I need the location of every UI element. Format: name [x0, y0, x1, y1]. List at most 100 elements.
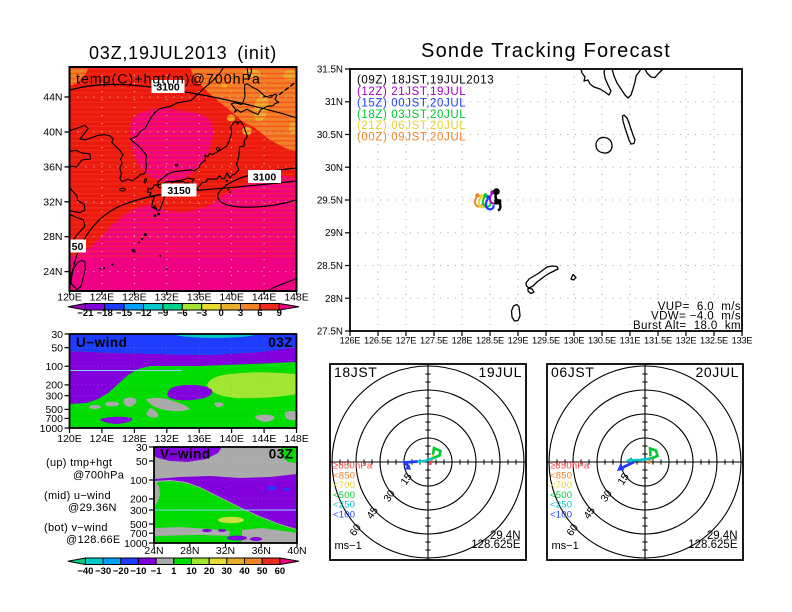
svg-text:130E: 130E — [564, 336, 585, 346]
svg-text:30: 30 — [51, 329, 63, 341]
svg-text:29.5N: 29.5N — [317, 196, 343, 207]
svg-text:128.5E: 128.5E — [476, 336, 504, 346]
svg-text:133E: 133E — [732, 336, 753, 346]
svg-text:19JUL: 19JUL — [479, 364, 522, 380]
svg-text:200: 200 — [45, 380, 63, 392]
svg-text:44N: 44N — [43, 92, 62, 104]
svg-text:29N: 29N — [325, 228, 343, 239]
svg-text:40: 40 — [239, 566, 250, 577]
svg-text:148E: 148E — [284, 433, 309, 445]
svg-text:−40: −40 — [77, 566, 93, 577]
svg-text:132.5E: 132.5E — [700, 336, 728, 346]
svg-text:<100: <100 — [550, 510, 572, 521]
svg-text:≥850hPa: ≥850hPa — [550, 461, 590, 472]
svg-text:ms−1: ms−1 — [335, 540, 362, 552]
svg-text:30.5N: 30.5N — [317, 130, 343, 141]
svg-text:(18Z) 03JST,20JUL: (18Z) 03JST,20JUL — [357, 109, 466, 121]
svg-text:120E: 120E — [57, 292, 82, 304]
svg-text:129E: 129E — [508, 336, 529, 346]
svg-text:(12Z) 21JST,19JUL: (12Z) 21JST,19JUL — [357, 86, 466, 98]
svg-text:126.5E: 126.5E — [364, 336, 392, 346]
svg-text:28N: 28N — [43, 231, 62, 243]
svg-text:500: 500 — [130, 519, 148, 531]
svg-text:<100: <100 — [333, 510, 355, 521]
svg-text:40N: 40N — [43, 127, 62, 139]
svg-text:03Z,19JUL2013 (init): 03Z,19JUL2013 (init) — [89, 43, 277, 63]
svg-text:132E: 132E — [155, 433, 180, 445]
svg-text:128.625E: 128.625E — [688, 539, 738, 551]
svg-text:Sonde Tracking Forecast: Sonde Tracking Forecast — [421, 40, 671, 62]
svg-text:<850: <850 — [333, 470, 355, 481]
svg-text:30: 30 — [136, 442, 148, 454]
svg-text:20JUL: 20JUL — [696, 364, 739, 380]
svg-text:−20: −20 — [113, 566, 129, 577]
svg-text:300: 300 — [130, 505, 148, 517]
svg-text:31.5N: 31.5N — [317, 65, 343, 76]
svg-text:<700: <700 — [550, 480, 572, 491]
svg-text:−1: −1 — [151, 566, 163, 577]
svg-text:−9: −9 — [157, 308, 168, 319]
svg-text:10: 10 — [186, 566, 197, 577]
svg-text:128E: 128E — [452, 336, 473, 346]
svg-text:100: 100 — [45, 361, 63, 373]
svg-text:28N: 28N — [180, 545, 199, 557]
svg-text:128E: 128E — [122, 292, 147, 304]
svg-text:50: 50 — [257, 566, 268, 577]
svg-text:32N: 32N — [216, 545, 235, 557]
svg-text:≥850hPa: ≥850hPa — [333, 461, 373, 472]
svg-text:(bot) v−wind: (bot) v−wind — [44, 522, 108, 534]
svg-text:6: 6 — [257, 308, 262, 319]
svg-text:VUP= 6.0 m/s: VUP= 6.0 m/s — [658, 301, 741, 313]
svg-text:100: 100 — [130, 475, 148, 487]
svg-text:144E: 144E — [252, 433, 277, 445]
svg-text:30N: 30N — [325, 163, 343, 174]
svg-text:126E: 126E — [340, 336, 361, 346]
svg-text:36N: 36N — [43, 161, 62, 173]
svg-text:(21Z) 06JST,20JUL: (21Z) 06JST,20JUL — [357, 120, 466, 132]
svg-text:−18: −18 — [97, 308, 113, 319]
svg-text:29.4N: 29.4N — [490, 530, 521, 542]
svg-text:136E: 136E — [187, 292, 212, 304]
svg-text:148E: 148E — [284, 292, 309, 304]
svg-text:<250: <250 — [333, 500, 355, 511]
svg-text:130.5E: 130.5E — [588, 336, 616, 346]
svg-text:50: 50 — [72, 241, 84, 253]
svg-text:−12: −12 — [135, 308, 151, 319]
svg-text:3100: 3100 — [253, 171, 277, 183]
svg-text:@700hPa: @700hPa — [73, 470, 125, 482]
svg-text:06JST: 06JST — [551, 364, 594, 380]
svg-text:@29.36N: @29.36N — [68, 502, 117, 514]
svg-text:40N: 40N — [287, 545, 306, 557]
svg-text:700: 700 — [130, 528, 148, 540]
svg-text:3150: 3150 — [167, 185, 191, 197]
svg-text:<700: <700 — [333, 480, 355, 491]
svg-text:(mid) u−wind: (mid) u−wind — [44, 490, 111, 502]
svg-text:140E: 140E — [219, 433, 244, 445]
svg-text:(09Z) 18JST,19JUL2013: (09Z) 18JST,19JUL2013 — [357, 75, 494, 87]
svg-text:31N: 31N — [325, 97, 343, 108]
svg-text:<250: <250 — [550, 500, 572, 511]
svg-text:@128.66E: @128.66E — [66, 534, 121, 546]
svg-text:24N: 24N — [43, 266, 62, 278]
svg-text:124E: 124E — [90, 292, 115, 304]
svg-text:−21: −21 — [77, 308, 94, 319]
svg-text:131.5E: 131.5E — [644, 336, 672, 346]
svg-text:120E: 120E — [57, 433, 82, 445]
svg-text:200: 200 — [130, 494, 148, 506]
svg-text:(up) tmp+hgt: (up) tmp+hgt — [46, 457, 112, 469]
svg-text:136E: 136E — [187, 433, 212, 445]
svg-text:(00Z) 09JST,20JUL: (00Z) 09JST,20JUL — [357, 132, 466, 144]
svg-text:<500: <500 — [550, 490, 572, 501]
svg-text:<850: <850 — [550, 470, 572, 481]
svg-text:300: 300 — [45, 391, 63, 403]
svg-text:127.5E: 127.5E — [420, 336, 448, 346]
svg-text:<500: <500 — [333, 490, 355, 501]
svg-text:−30: −30 — [95, 566, 111, 577]
svg-text:Burst Alt= 18.0 km: Burst Alt= 18.0 km — [633, 320, 741, 332]
svg-text:132E: 132E — [155, 292, 180, 304]
svg-text:127E: 127E — [396, 336, 417, 346]
svg-text:131E: 131E — [620, 336, 641, 346]
svg-text:−6: −6 — [177, 308, 188, 319]
svg-text:U−wind: U−wind — [76, 335, 127, 350]
svg-text:140E: 140E — [219, 292, 244, 304]
